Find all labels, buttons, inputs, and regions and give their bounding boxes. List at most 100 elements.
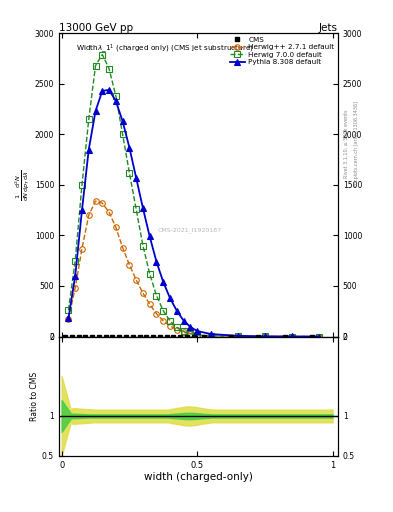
Herwig 7.0.0 default xyxy=(188,331,193,337)
CMS xyxy=(130,333,135,339)
Pythia 8.308 default xyxy=(181,317,186,324)
Pythia 8.308 default xyxy=(263,333,267,339)
Herwig 7.0.0 default xyxy=(120,131,125,137)
CMS xyxy=(310,333,315,339)
Herwig 7.0.0 default xyxy=(73,258,77,264)
CMS xyxy=(171,333,176,339)
Pythia 8.308 default xyxy=(93,108,98,114)
Herwig++ 2.7.1 default xyxy=(127,262,132,268)
Herwig++ 2.7.1 default xyxy=(134,277,138,283)
Herwig 7.0.0 default xyxy=(161,308,165,314)
CMS xyxy=(151,333,156,339)
Text: Jets: Jets xyxy=(319,23,338,32)
Herwig++ 2.7.1 default xyxy=(107,209,112,215)
Herwig 7.0.0 default xyxy=(114,93,118,99)
CMS xyxy=(103,333,108,339)
Pythia 8.308 default xyxy=(208,331,213,337)
Herwig 7.0.0 default xyxy=(127,169,132,176)
Herwig++ 2.7.1 default xyxy=(235,333,240,339)
Line: Herwig++ 2.7.1 default: Herwig++ 2.7.1 default xyxy=(66,198,322,339)
CMS xyxy=(158,333,162,339)
Pythia 8.308 default xyxy=(100,88,105,94)
X-axis label: width (charged-only): width (charged-only) xyxy=(144,472,253,482)
Text: mcplots.cern.ch [arXiv:1306.3436]: mcplots.cern.ch [arXiv:1306.3436] xyxy=(354,101,358,186)
Herwig++ 2.7.1 default xyxy=(141,290,145,296)
CMS xyxy=(70,333,74,339)
Pythia 8.308 default xyxy=(174,308,179,314)
Herwig 7.0.0 default xyxy=(134,206,138,212)
CMS xyxy=(97,333,101,339)
Herwig 7.0.0 default xyxy=(174,325,179,331)
CMS xyxy=(178,333,182,339)
Herwig++ 2.7.1 default xyxy=(73,285,77,291)
Herwig 7.0.0 default xyxy=(100,51,105,57)
Y-axis label: $\frac{1}{\mathrm{d}N}\frac{\mathrm{d}^2N}{\mathrm{d}p_T\,\mathrm{d}\lambda}$: $\frac{1}{\mathrm{d}N}\frac{\mathrm{d}^2… xyxy=(13,169,32,201)
CMS xyxy=(185,333,189,339)
CMS xyxy=(90,333,94,339)
Herwig++ 2.7.1 default xyxy=(120,245,125,251)
CMS xyxy=(83,333,88,339)
CMS xyxy=(63,333,68,339)
Herwig++ 2.7.1 default xyxy=(147,301,152,307)
Herwig 7.0.0 default xyxy=(107,66,112,72)
Pythia 8.308 default xyxy=(290,333,294,339)
CMS xyxy=(124,333,129,339)
Herwig++ 2.7.1 default xyxy=(181,329,186,335)
CMS xyxy=(117,333,121,339)
Line: Herwig 7.0.0 default: Herwig 7.0.0 default xyxy=(66,52,322,339)
Herwig++ 2.7.1 default xyxy=(317,333,321,339)
Pythia 8.308 default xyxy=(195,328,200,334)
Herwig 7.0.0 default xyxy=(290,333,294,339)
Herwig 7.0.0 default xyxy=(147,271,152,277)
Herwig++ 2.7.1 default xyxy=(168,323,173,329)
Y-axis label: Ratio to CMS: Ratio to CMS xyxy=(30,372,39,421)
Herwig 7.0.0 default xyxy=(208,333,213,339)
Line: Pythia 8.308 default: Pythia 8.308 default xyxy=(66,87,322,339)
Line: CMS: CMS xyxy=(63,334,314,338)
Pythia 8.308 default xyxy=(168,295,173,301)
CMS xyxy=(164,333,169,339)
CMS xyxy=(229,333,233,339)
Pythia 8.308 default xyxy=(107,87,112,93)
Pythia 8.308 default xyxy=(86,146,91,153)
Pythia 8.308 default xyxy=(66,315,71,322)
Pythia 8.308 default xyxy=(188,324,193,330)
Herwig++ 2.7.1 default xyxy=(161,318,165,324)
Herwig 7.0.0 default xyxy=(263,333,267,339)
Text: 13000 GeV pp: 13000 GeV pp xyxy=(59,23,133,32)
Pythia 8.308 default xyxy=(154,259,159,265)
Herwig++ 2.7.1 default xyxy=(114,224,118,230)
Text: CMS-2021_I1920187: CMS-2021_I1920187 xyxy=(158,227,222,233)
Herwig 7.0.0 default xyxy=(195,332,200,338)
Herwig 7.0.0 default xyxy=(86,116,91,122)
CMS xyxy=(191,333,196,339)
Pythia 8.308 default xyxy=(114,98,118,104)
CMS xyxy=(76,333,81,339)
Herwig++ 2.7.1 default xyxy=(154,311,159,317)
CMS xyxy=(144,333,149,339)
Pythia 8.308 default xyxy=(120,118,125,124)
Text: Rivet 3.1.10, ≥ 500k events: Rivet 3.1.10, ≥ 500k events xyxy=(344,109,349,178)
Pythia 8.308 default xyxy=(235,333,240,339)
Herwig++ 2.7.1 default xyxy=(195,332,200,338)
Herwig++ 2.7.1 default xyxy=(188,331,193,337)
CMS xyxy=(110,333,115,339)
Pythia 8.308 default xyxy=(147,233,152,240)
Herwig++ 2.7.1 default xyxy=(80,246,84,252)
Legend: CMS, Herwig++ 2.7.1 default, Herwig 7.0.0 default, Pythia 8.308 default: CMS, Herwig++ 2.7.1 default, Herwig 7.0.… xyxy=(229,35,336,67)
Herwig 7.0.0 default xyxy=(168,318,173,324)
Pythia 8.308 default xyxy=(317,333,321,339)
Text: Width$\lambda\_1^1$ (charged only) (CMS jet substructure): Width$\lambda\_1^1$ (charged only) (CMS … xyxy=(76,42,254,55)
Herwig 7.0.0 default xyxy=(235,333,240,339)
Pythia 8.308 default xyxy=(127,144,132,151)
Herwig 7.0.0 default xyxy=(80,182,84,188)
Herwig 7.0.0 default xyxy=(154,292,159,298)
CMS xyxy=(256,333,261,339)
Herwig 7.0.0 default xyxy=(66,307,71,313)
Pythia 8.308 default xyxy=(73,273,77,279)
Herwig 7.0.0 default xyxy=(141,243,145,249)
Herwig 7.0.0 default xyxy=(181,328,186,334)
Pythia 8.308 default xyxy=(161,279,165,285)
Herwig++ 2.7.1 default xyxy=(100,200,105,206)
Herwig++ 2.7.1 default xyxy=(66,316,71,323)
